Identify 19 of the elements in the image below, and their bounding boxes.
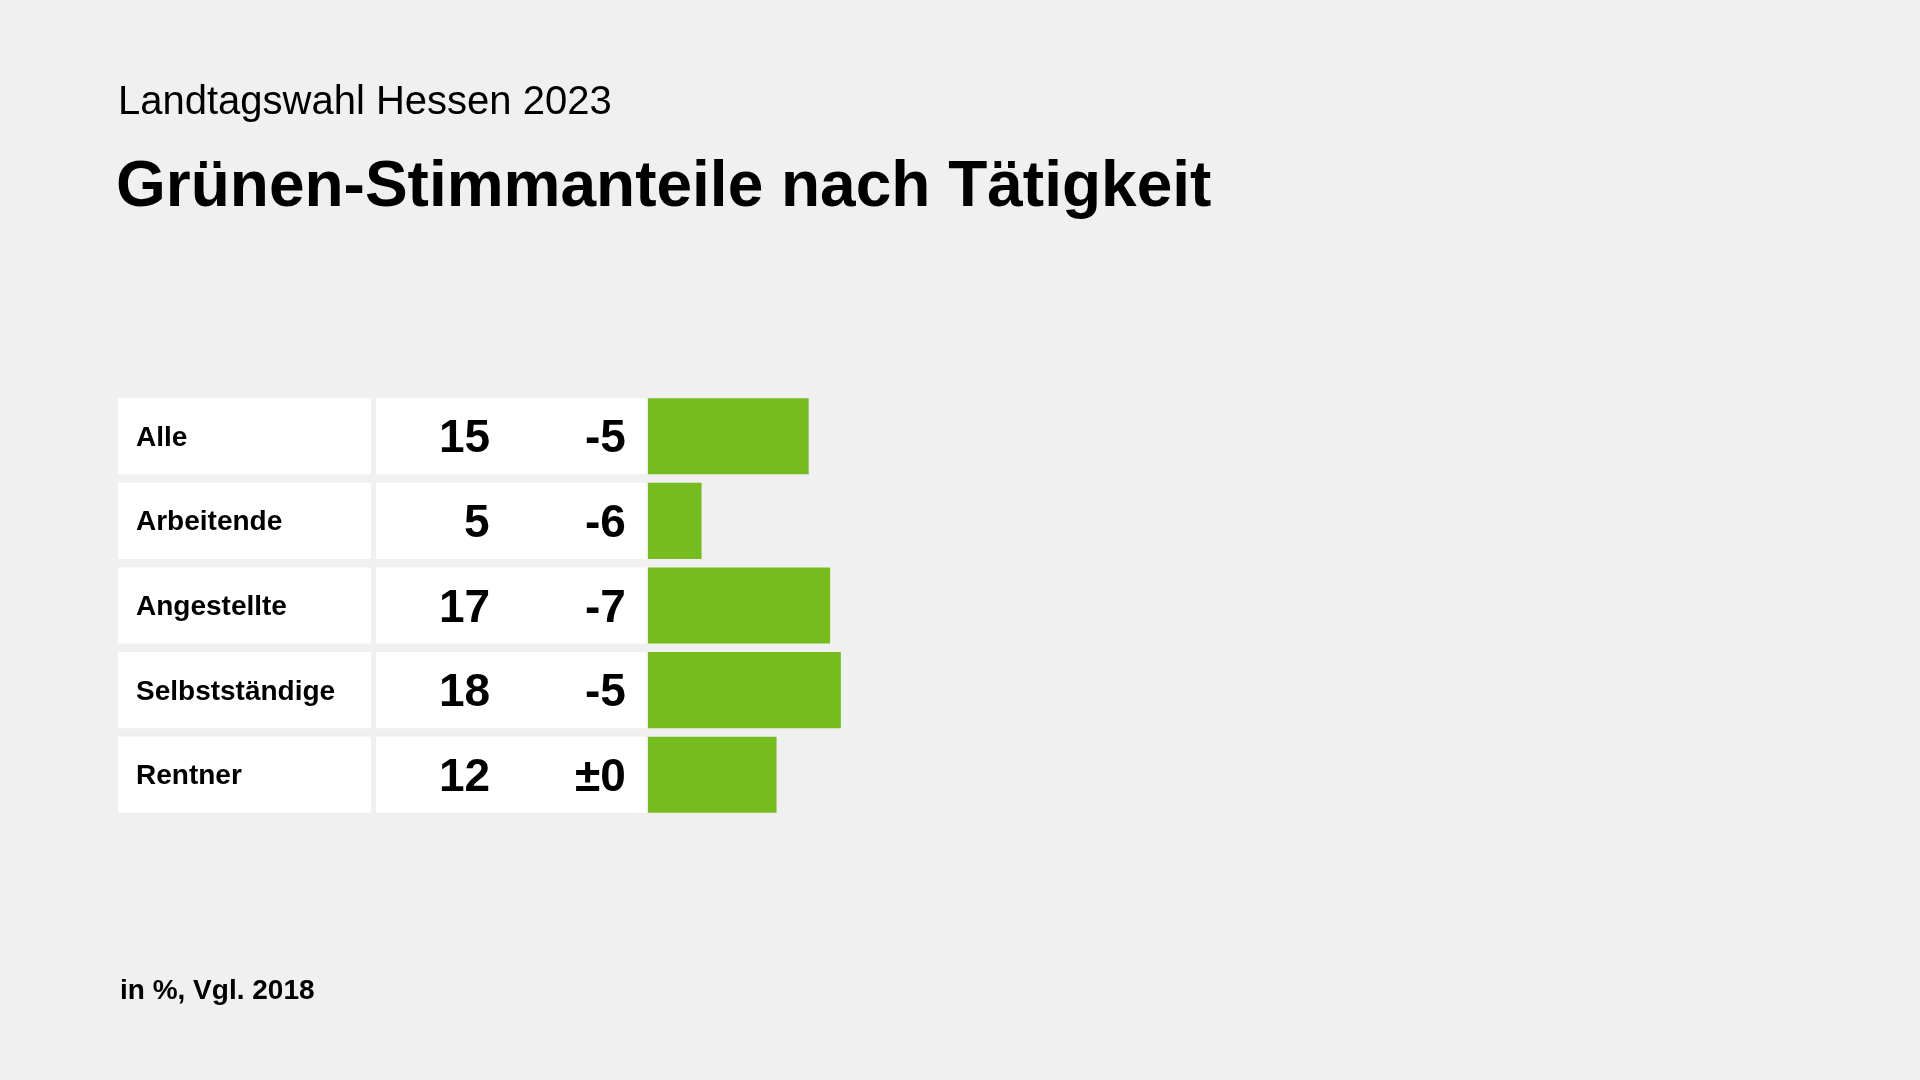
y-tick-label: Selbstständige [136, 675, 336, 706]
text: -5 [585, 410, 626, 462]
text: -6 [585, 495, 626, 547]
y-tick-label: Angestellte [136, 590, 287, 621]
chart-subtitle: Landtagswahl Hessen 2023 [118, 78, 612, 122]
text: ±0 [575, 749, 626, 801]
y-tick-label: Alle [136, 421, 188, 452]
data-label: 5 [464, 495, 490, 547]
data-label: 18 [439, 664, 491, 716]
y-tick-label: Rentner [136, 759, 242, 790]
text: -5 [585, 664, 626, 716]
data-label: 12 [439, 749, 491, 801]
text: -7 [585, 580, 626, 632]
data-label: 17 [439, 580, 491, 632]
data-label: 15 [439, 410, 491, 462]
y-tick-label: Arbeitende [136, 505, 283, 536]
text: in %, Vgl. 2018 [120, 974, 315, 1005]
chart-title: Grünen-Stimmanteile nach Tätigkeit [116, 148, 1212, 221]
bar [648, 482, 702, 559]
